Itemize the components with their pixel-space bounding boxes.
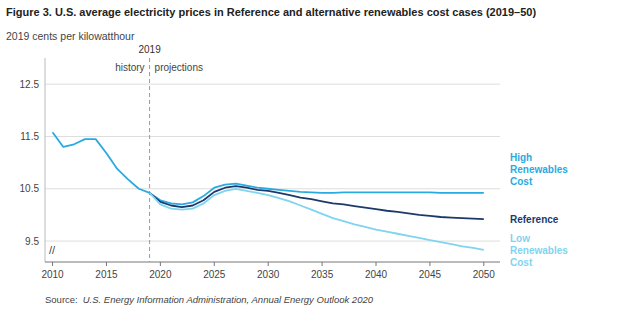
x-tick [160,262,161,266]
x-tick-label: 2030 [257,269,280,280]
y-label: 2019 cents per kilowatthour [6,30,135,42]
divider-label: 2019 [138,44,161,55]
x-tick-label: 2040 [365,269,388,280]
x-tick-label: 2020 [149,269,172,280]
legend-line: Cost [510,257,533,268]
x-tick-label: 2035 [311,269,334,280]
x-tick [214,262,215,266]
source-prefix: Source: [45,294,78,305]
y-tick-label: 10.5 [20,183,40,194]
annotation: projections [155,62,203,73]
x-tick [483,262,484,266]
series-line [150,189,484,250]
legend-entry: LowRenewablesCost [510,233,568,268]
y-tick-label: 11.5 [20,131,39,142]
x-tick-label: 2025 [203,269,226,280]
annotation: history [115,62,144,73]
plot-area [53,58,484,262]
source-text: U.S. Energy Information Administration, … [83,294,374,305]
chart: Figure 3. U.S. average electricity price… [0,0,620,315]
legend-entry: Reference [510,214,559,225]
grid-line [45,136,500,137]
x-tick [429,262,430,266]
y-axis-line [45,58,46,262]
y-tick-label: 12.5 [20,79,40,90]
legend-line: High [510,152,532,163]
annotation: // [49,244,56,256]
grid-line [45,84,500,85]
legend-line: Low [510,233,530,244]
source: Source: U.S. Energy Information Administr… [45,294,374,305]
x-tick [376,262,377,266]
x-tick-label: 2045 [419,269,442,280]
x-tick-label: 2050 [473,269,496,280]
x-tick [106,262,107,266]
legend-line: Cost [510,176,533,187]
series-line [150,186,484,219]
series-line [53,132,150,193]
legend-line: Reference [510,214,559,225]
divider-line [149,58,150,262]
x-axis-line [45,262,500,263]
y-tick-label: 9.5 [25,236,39,247]
x-tick [322,262,323,266]
legend-line: Renewables [510,245,568,256]
x-tick [52,262,53,266]
legend-entry: HighRenewablesCost [510,152,568,187]
x-tick-label: 2015 [95,269,118,280]
title: Figure 3. U.S. average electricity price… [6,6,536,18]
x-tick [268,262,269,266]
x-tick-label: 2010 [41,269,64,280]
legend-line: Renewables [510,164,568,175]
